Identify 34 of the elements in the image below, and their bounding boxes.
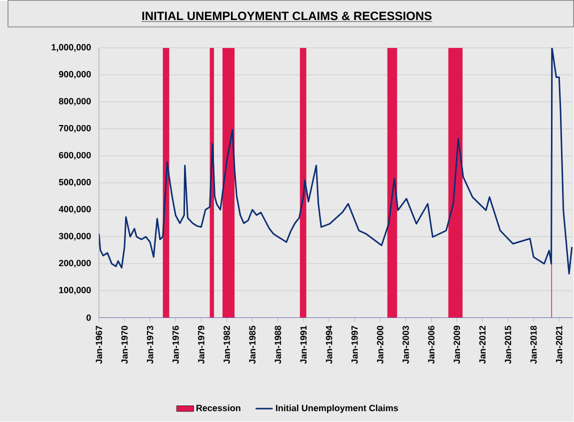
x-tick-label: Jan-1976 [172, 326, 179, 364]
x-tick-label: Jan-1982 [224, 326, 230, 364]
y-tick-label: 400,000 [58, 206, 91, 214]
x-tick-label: Jan-2003 [402, 326, 409, 364]
x-tick-label: Jan-1973 [146, 326, 154, 364]
y-tick-label: 700,000 [59, 125, 91, 133]
x-tick-label: Jan-1985 [249, 326, 256, 364]
chart-title: INITIAL UNEMPLOYMENT CLAIMS & RECESSIONS [142, 12, 432, 20]
y-tick-label: 600,000 [58, 152, 91, 160]
x-tick-label: Jan-1991 [300, 326, 307, 364]
x-tick-label: Jan-1988 [274, 326, 282, 364]
x-tick-label: Jan-1967 [96, 326, 102, 364]
x-tick-label: Jan-2009 [454, 326, 460, 364]
x-tick-label: Jan-2018 [530, 326, 537, 364]
x-tick-label: Jan-2012 [479, 326, 486, 364]
legend-label: Initial Unemployment Claims [276, 404, 398, 414]
line-series [98, 48, 573, 275]
y-tick-label: 500,000 [58, 179, 91, 187]
x-tick-label: Jan-2000 [376, 326, 384, 364]
x-tick-label: Jan-1997 [351, 326, 358, 364]
y-tick-label: 1,000,000 [52, 44, 91, 52]
x-tick-label: Jan-2006 [428, 326, 434, 364]
x-tick-label: Jan-1979 [198, 326, 204, 364]
x-tick-label: Jan-1994 [326, 326, 332, 364]
y-tick-label: 300,000 [58, 233, 91, 241]
x-tick-label: Jan-2015 [504, 326, 512, 364]
y-tick-label: 0 [86, 314, 91, 322]
x-tick-label: Jan-1970 [121, 326, 128, 364]
legend-label: Recession [196, 404, 240, 412]
y-tick-label: 900,000 [58, 71, 91, 79]
y-tick-label: 200,000 [58, 260, 91, 268]
x-tick-label: Jan-2021 [556, 326, 562, 364]
y-tick-label: 800,000 [58, 98, 91, 106]
y-tick-label: 100,000 [59, 287, 91, 295]
